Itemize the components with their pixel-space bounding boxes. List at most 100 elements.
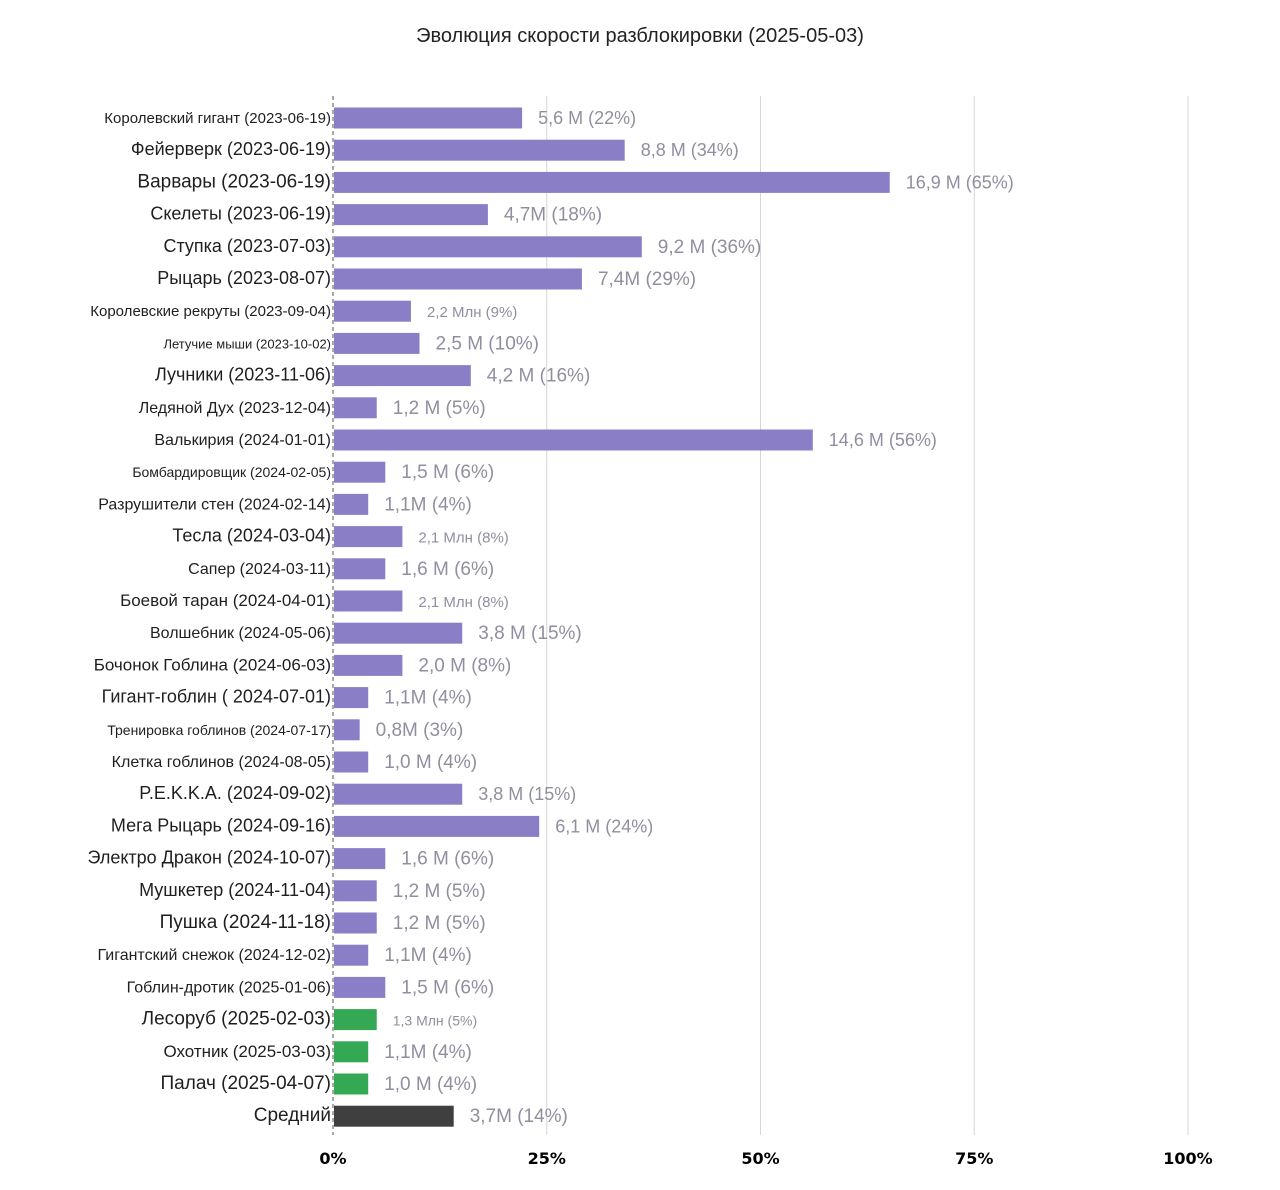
data-label: 1,2 М (5%): [393, 913, 486, 934]
bar: [334, 622, 463, 644]
bar: [334, 332, 420, 354]
category-label: Тренировка гоблинов (2024-07-17): [107, 722, 331, 738]
category-label: Электро Дракон (2024-10-07): [87, 848, 331, 868]
category-label: Летучие мыши (2023-10-02): [163, 336, 331, 351]
category-label: Охотник (2025-03-03): [163, 1042, 331, 1061]
data-label: 1,2 М (5%): [393, 398, 486, 419]
data-label: 1,1М (4%): [384, 494, 472, 515]
category-label: Боевой таран (2024-04-01): [120, 591, 331, 610]
bar: [334, 236, 642, 258]
category-label: Пушка (2024-11-18): [160, 912, 331, 933]
category-label: Сапер (2024-03-11): [188, 561, 331, 578]
category-label: Валькирия (2024-01-01): [154, 432, 331, 449]
category-label: Скелеты (2023-06-19): [150, 204, 331, 224]
bar: [334, 300, 411, 322]
x-tick-label: 25%: [528, 1149, 566, 1168]
bar: [334, 397, 377, 419]
bar: [334, 1105, 454, 1127]
category-label: Разрушители стен (2024-02-14): [98, 496, 331, 513]
bar: [334, 654, 403, 676]
data-label: 7,4М (29%): [598, 269, 696, 290]
data-label: 3,7М (14%): [470, 1106, 568, 1127]
category-label: Бочонок Гоблина (2024-06-03): [94, 655, 331, 674]
category-label: Королевский гигант (2023-06-19): [104, 110, 331, 127]
bar: [334, 558, 386, 580]
data-label: 3,8 М (15%): [478, 784, 576, 804]
category-label: Клетка гоблинов (2024-08-05): [112, 754, 331, 771]
bar: [334, 751, 369, 773]
category-label: Мега Рыцарь (2024-09-16): [111, 815, 331, 835]
data-label: 5,6 М (22%): [538, 108, 636, 128]
x-tick-label: 75%: [955, 1149, 993, 1168]
data-label: 6,1 М (24%): [555, 816, 653, 836]
category-label: Рыцарь (2023-08-07): [157, 268, 331, 288]
category-label: Средний: [254, 1105, 331, 1126]
category-label: Гоблин-дротик (2025-01-06): [127, 979, 331, 996]
bar: [334, 171, 890, 193]
bar: [334, 107, 523, 129]
data-label: 14,6 М (56%): [829, 430, 937, 450]
data-label: 1,2 М (5%): [393, 881, 486, 902]
category-label: Волшебник (2024-05-06): [150, 625, 331, 642]
category-label: P.E.K.K.A. (2024-09-02): [139, 783, 331, 803]
data-label: 3,8 М (15%): [478, 623, 581, 644]
chart-title: Эволюция скорости разблокировки (2025-05…: [416, 25, 864, 47]
data-label: 2,5 М (10%): [436, 333, 539, 354]
category-label: Бомбардировщик (2024-02-05): [132, 464, 331, 480]
data-label: 1,6 М (6%): [401, 559, 494, 580]
data-label: 8,8 М (34%): [641, 140, 739, 160]
bar: [334, 590, 403, 612]
data-label: 0,8М (3%): [376, 720, 464, 741]
data-label: 2,1 Млн (8%): [418, 594, 508, 611]
bar: [334, 1073, 369, 1095]
x-tick-label: 0%: [319, 1149, 346, 1168]
category-label: Ступка (2023-07-03): [163, 236, 331, 256]
data-label: 4,2 М (16%): [487, 366, 590, 387]
bar: [334, 493, 369, 515]
data-label: 16,9 М (65%): [906, 172, 1014, 192]
data-label: 9,2 М (36%): [658, 237, 761, 258]
category-label: Королевские рекруты (2023-09-04): [90, 303, 331, 320]
bar: [334, 365, 471, 387]
category-label: Варвары (2023-06-19): [137, 171, 331, 192]
data-label: 1,5 М (6%): [401, 462, 494, 483]
data-label: 1,0 М (4%): [384, 1074, 477, 1095]
bar: [334, 815, 540, 837]
category-label: Палач (2025-04-07): [161, 1073, 331, 1094]
data-label: 4,7М (18%): [504, 205, 602, 226]
bar: [334, 139, 625, 161]
bar: [334, 880, 377, 902]
category-label: Гигантский снежок (2024-12-02): [98, 947, 332, 964]
data-label: 1,0 М (4%): [384, 752, 477, 773]
bar: [334, 912, 377, 934]
data-label: 1,1М (4%): [384, 688, 472, 709]
category-label: Лесоруб (2025-02-03): [142, 1009, 331, 1030]
x-tick-label: 50%: [741, 1149, 779, 1168]
data-label: 1,5 М (6%): [401, 977, 494, 998]
data-label: 2,0 М (8%): [418, 655, 511, 676]
data-label: 1,1М (4%): [384, 1042, 472, 1063]
bar: [334, 944, 369, 966]
category-label: Тесла (2024-03-04): [172, 526, 331, 546]
bar: [334, 461, 386, 483]
bar: [334, 429, 813, 451]
data-label: 1,1М (4%): [384, 945, 472, 966]
data-label: 1,6 М (6%): [401, 849, 494, 870]
bar: [334, 687, 369, 709]
category-label: Фейерверк (2023-06-19): [131, 139, 331, 159]
bar: [334, 1009, 377, 1031]
category-label: Гигант-гоблин ( 2024-07-01): [102, 687, 331, 707]
data-label: 2,2 Млн (9%): [427, 304, 517, 321]
bar: [334, 1041, 369, 1063]
category-label: Ледяной Дух (2023-12-04): [139, 400, 331, 417]
bar: [334, 719, 360, 741]
bar: [334, 268, 582, 290]
data-label: 2,1 Млн (8%): [418, 530, 508, 547]
bar: [334, 976, 386, 998]
bar: [334, 783, 463, 805]
data-label: 1,3 Млн (5%): [393, 1013, 477, 1029]
x-tick-label: 100%: [1163, 1149, 1212, 1168]
bar: [334, 204, 488, 226]
bar: [334, 848, 386, 870]
